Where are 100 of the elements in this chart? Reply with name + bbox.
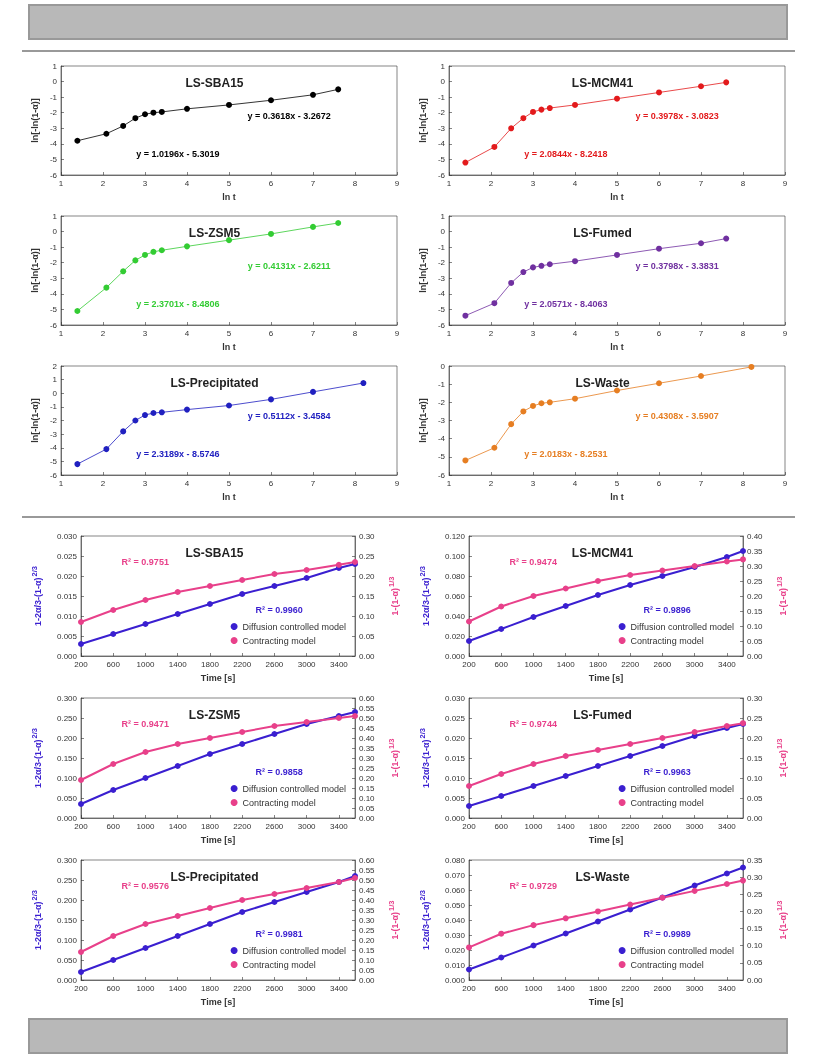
x-tick-label: 1400 (168, 659, 188, 669)
point (538, 106, 545, 113)
y-tick-label: 0.040 (444, 611, 466, 621)
y2-tick-label: 0.15 (359, 783, 376, 793)
point (466, 783, 472, 789)
y-tick-label: -3 (49, 123, 58, 133)
y2-tick-label: 0.30 (747, 561, 764, 571)
annotation: R² = 0.9981 (255, 929, 303, 940)
y-tick-label: 0.000 (444, 813, 466, 823)
point (740, 864, 746, 871)
point (466, 803, 472, 809)
y-tick-label: 2 (52, 361, 58, 371)
point (508, 125, 515, 132)
point (310, 91, 316, 98)
point (150, 248, 157, 255)
y-tick-label: -4 (437, 139, 446, 149)
point (627, 572, 634, 578)
point (226, 402, 233, 409)
x-tick-label: 8 (740, 178, 746, 188)
y-tick-label: -3 (437, 273, 446, 283)
x-tick-label: 1800 (589, 659, 608, 669)
x-axis-title: Time [s] (200, 834, 236, 845)
y-tick-label: 0.020 (56, 571, 78, 581)
legend-label: Contracting model (630, 797, 704, 808)
point (150, 109, 157, 116)
y2-tick-label: 0.25 (747, 889, 764, 899)
y-tick-label: -1 (49, 242, 58, 252)
x-tick-label: 200 (462, 983, 477, 993)
x-tick-label: 9 (394, 328, 400, 338)
x-tick-label: 1400 (168, 821, 188, 831)
x-tick-label: 2200 (621, 821, 640, 831)
point (659, 567, 666, 574)
point (659, 743, 666, 749)
y-tick-label: -6 (49, 170, 58, 180)
y-tick-label: -5 (49, 456, 58, 466)
annotation: y = 0.4131x - 2.6211 (247, 260, 331, 271)
point (174, 763, 181, 769)
point (614, 387, 621, 394)
point (520, 408, 527, 415)
point (723, 235, 730, 242)
x-tick-label: 7 (698, 478, 704, 488)
point (530, 402, 537, 409)
y2-tick-label: 0.25 (747, 576, 764, 586)
point (78, 969, 84, 975)
x-tick-label: 9 (394, 178, 400, 188)
point (691, 887, 698, 894)
y2-tick-label: 0.05 (359, 803, 376, 813)
y2-tick-label: 0.45 (359, 885, 376, 895)
y-tick-label: 0.030 (444, 693, 466, 703)
point (206, 735, 213, 741)
x-tick-label: 9 (782, 478, 788, 488)
y2-tick-label: 0.20 (747, 906, 764, 916)
y2-tick-label: 0.05 (359, 965, 376, 975)
y2-tick-label: 0.10 (747, 621, 764, 631)
legend-label: Diffusion controlled model (242, 621, 346, 632)
annotation: y = 2.0844x - 8.2418 (524, 149, 608, 159)
point (142, 621, 149, 627)
point (491, 143, 498, 150)
point (335, 86, 342, 93)
point (508, 421, 515, 428)
x-tick-label: 2 (100, 478, 106, 488)
point (723, 554, 730, 560)
y-tick-label: 0.100 (56, 935, 78, 945)
x-tick-label: 2200 (621, 983, 640, 993)
y2-tick-label: 0.20 (359, 773, 376, 783)
point (174, 611, 181, 617)
y2-tick-label: 0.05 (747, 636, 764, 646)
x-tick-label: 2 (488, 328, 494, 338)
y-tick-label: 0.000 (56, 651, 78, 661)
annotation: y = 0.3618x - 3.2672 (247, 110, 331, 121)
y2-tick-label: 0.40 (359, 895, 376, 905)
point (594, 592, 601, 598)
y-tick-label: 0.020 (444, 631, 466, 641)
y-tick-label: -1 (437, 242, 446, 252)
y-tick-label: -1 (437, 379, 446, 389)
x-tick-label: 3 (142, 478, 148, 488)
y2-tick-label: 0.00 (359, 813, 376, 823)
x-tick-label: 2 (488, 178, 494, 188)
y2-tick-label: 0.60 (359, 855, 376, 865)
x-tick-label: 3400 (329, 659, 349, 669)
point (239, 909, 246, 915)
y-tick-label: 0.070 (444, 870, 466, 880)
y-tick-label: 0.120 (444, 531, 466, 541)
point (723, 881, 730, 887)
x-axis-title: Time [s] (588, 996, 624, 1007)
y-axis-title: ln[-ln(1-α)] (417, 248, 428, 293)
point (78, 641, 84, 647)
x-tick-label: 6 (268, 478, 274, 488)
point (462, 159, 469, 166)
y-tick-label: 0.040 (444, 915, 466, 925)
x-tick-label: 1000 (524, 659, 543, 669)
point (594, 918, 601, 925)
x-axis-title: ln t (610, 491, 624, 502)
x-axis-title: Time [s] (200, 996, 236, 1007)
y2-tick-label: 0.45 (359, 723, 376, 733)
point (740, 877, 746, 884)
y2-tick-label: 0.25 (747, 713, 764, 723)
y2-tick-label: 0.00 (359, 651, 376, 661)
x-tick-label: 1400 (556, 659, 576, 669)
x-tick-label: 5 (226, 478, 232, 488)
